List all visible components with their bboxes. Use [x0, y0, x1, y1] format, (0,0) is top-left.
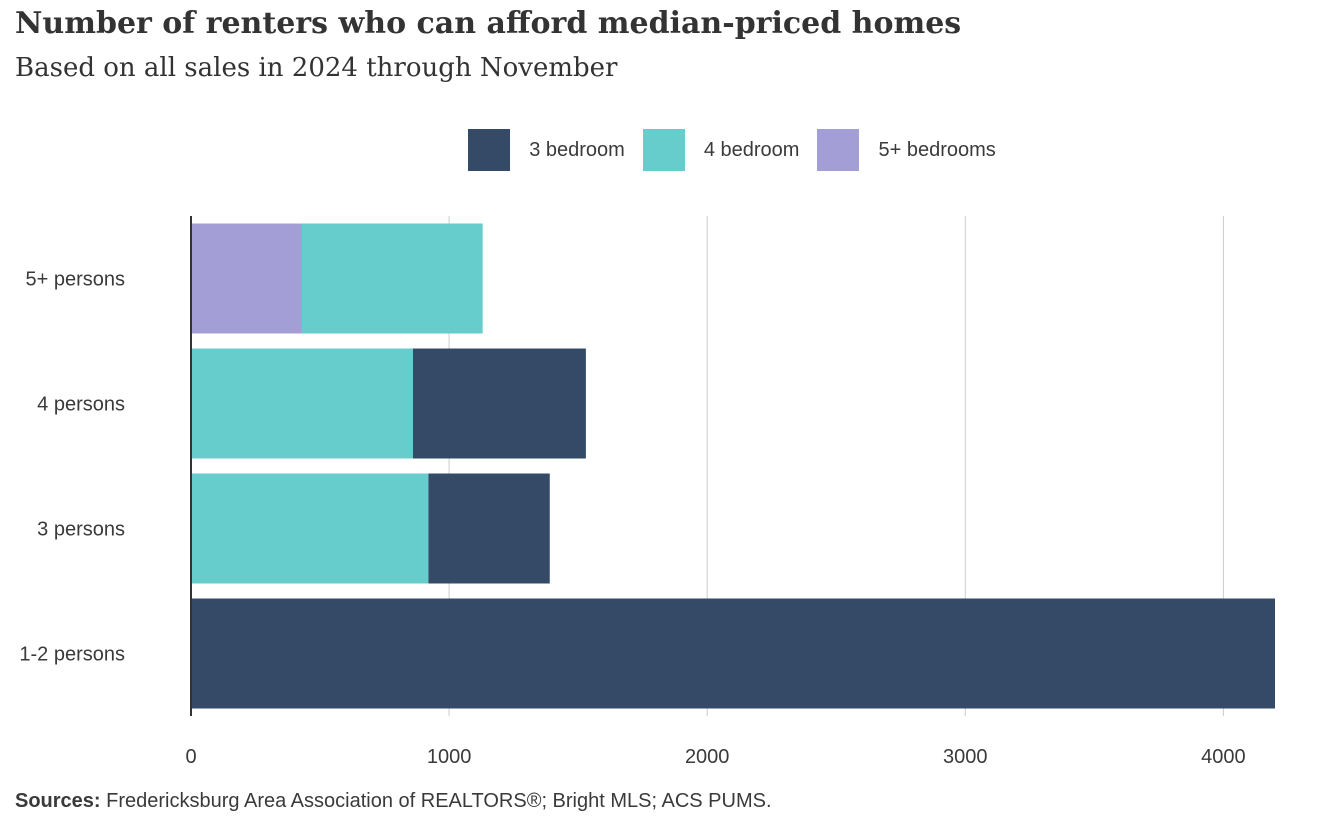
y-tick-label: 3 persons — [37, 519, 125, 541]
legend-swatch-5-bedrooms — [817, 129, 860, 171]
legend-item-3-bedroom: 3 bedroom — [468, 129, 625, 171]
legend-swatch-3-bedroom — [468, 129, 511, 171]
bar-3-bedroom-2 — [428, 473, 550, 584]
legend-item-5-bedrooms: 5+ bedrooms — [817, 129, 996, 171]
chart-subtitle: Based on all sales in 2024 through Novem… — [15, 53, 618, 83]
legend-label-5-bedrooms: 5+ bedrooms — [878, 138, 996, 161]
bar-4-bedroom-1 — [191, 348, 413, 459]
x-tick-label: 3000 — [943, 746, 988, 768]
chart-title: Number of renters who can afford median-… — [15, 6, 962, 41]
x-tick-label: 4000 — [1201, 746, 1246, 768]
legend: 3 bedroom 4 bedroom 5+ bedrooms — [0, 129, 1344, 171]
bar-5-bedrooms-0 — [191, 223, 302, 334]
bar-4-bedroom-0 — [301, 223, 483, 334]
bar-4-bedroom-2 — [191, 473, 429, 584]
x-tick-label: 1000 — [427, 746, 472, 768]
source-label: Sources: — [15, 790, 101, 812]
legend-swatch-4-bedroom — [642, 129, 685, 171]
legend-label-4-bedroom: 4 bedroom — [703, 138, 800, 161]
legend-label-3-bedroom: 3 bedroom — [529, 138, 625, 161]
y-tick-label: 1-2 persons — [19, 644, 125, 666]
bar-3-bedroom-1 — [412, 348, 586, 459]
source-note: Sources: Fredericksburg Area Association… — [15, 790, 772, 813]
legend-item-4-bedroom: 4 bedroom — [642, 129, 800, 171]
x-tick-label: 0 — [185, 746, 196, 768]
y-tick-label: 5+ persons — [25, 269, 125, 291]
source-text: Fredericksburg Area Association of REALT… — [100, 790, 772, 812]
bar-3-bedroom-3 — [191, 598, 1275, 709]
x-tick-label: 2000 — [685, 746, 730, 768]
y-tick-label: 4 persons — [37, 394, 125, 416]
